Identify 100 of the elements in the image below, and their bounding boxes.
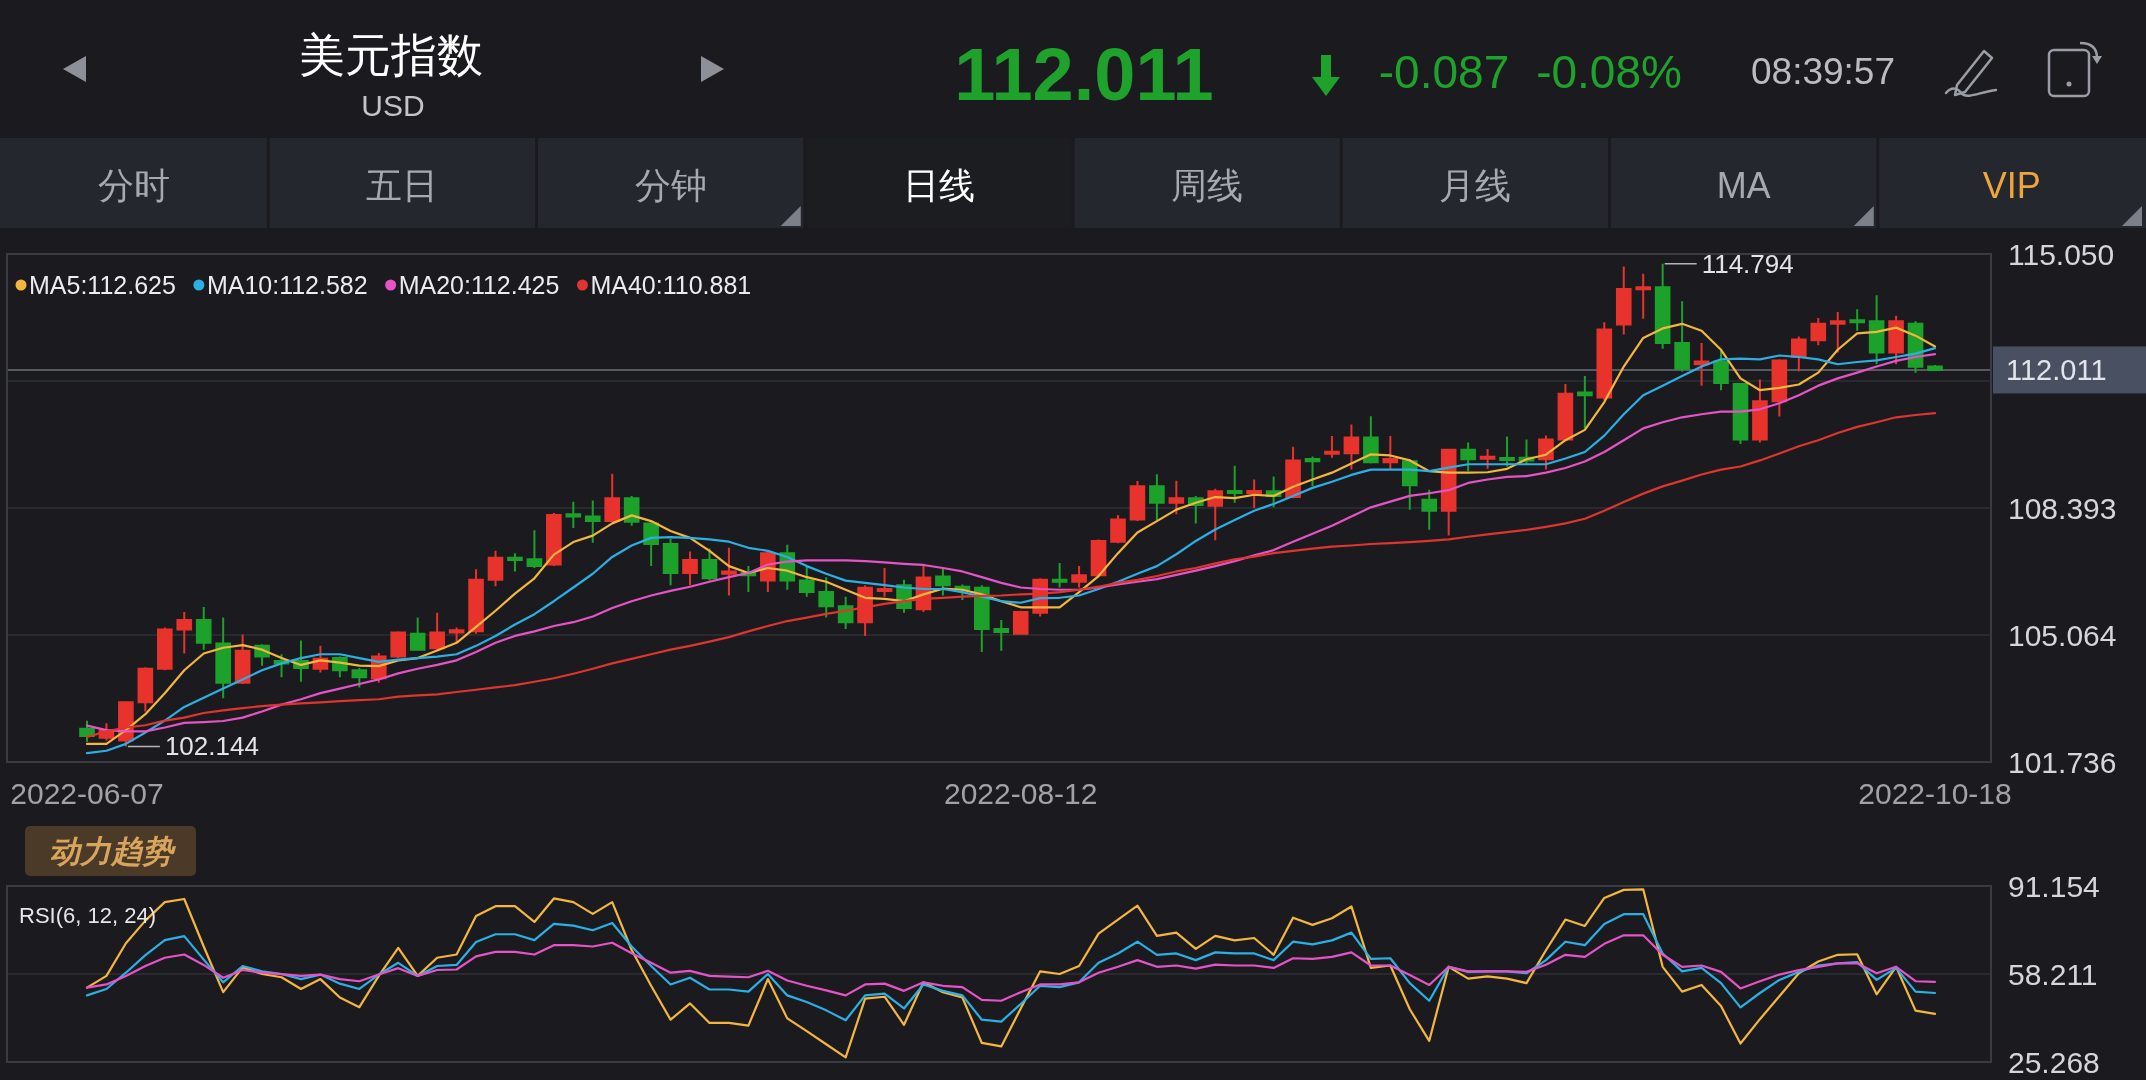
candlestick: [721, 546, 737, 597]
candlestick: [1149, 473, 1165, 521]
text: 五日: [366, 164, 439, 206]
candlestick: [137, 666, 154, 713]
x-tick-label: 2022-08-12: [943, 776, 1098, 810]
candlestick: [993, 618, 1010, 652]
candlestick: [157, 626, 173, 672]
legend-label: MA10:112.582: [206, 271, 368, 299]
text: 112.011: [954, 32, 1214, 116]
candlestick: [1868, 294, 1885, 366]
candlestick: [584, 499, 601, 544]
candlestick: [1752, 378, 1768, 444]
candlestick: [429, 611, 445, 651]
text: USD: [361, 88, 425, 122]
y-tick-label: 105.064: [2008, 618, 2117, 652]
candlestick: [409, 616, 426, 652]
candlestick: [1129, 480, 1146, 523]
candlestick: [526, 529, 543, 570]
candlestick: [79, 719, 95, 743]
candlestick: [546, 512, 562, 568]
candlestick: [565, 500, 582, 529]
text: 月线: [1439, 164, 1512, 206]
candlestick: [623, 494, 640, 527]
y-tick-label: 108.393: [2008, 491, 2117, 525]
candlestick: [662, 537, 679, 587]
y-tick-label: 25.268: [2008, 1045, 2100, 1079]
candlestick: [487, 549, 504, 588]
candlestick: [195, 605, 212, 651]
text: 动力趋势: [48, 833, 177, 869]
y-tick-label: 101.736: [2008, 745, 2117, 779]
text: -0.087: [1378, 46, 1510, 98]
candlestick: [1693, 341, 1710, 387]
candlestick: [351, 666, 368, 689]
x-tick-label: 2022-10-18: [1858, 776, 2012, 810]
candlestick: [1927, 364, 1943, 372]
candlestick: [798, 565, 815, 598]
candlestick: [1674, 300, 1690, 373]
candlestick: [604, 472, 621, 523]
candlestick: [682, 550, 698, 587]
text: 分钟: [634, 164, 707, 206]
candlestick: [1051, 562, 1068, 589]
candlestick: [1168, 479, 1185, 516]
candlestick: [935, 567, 951, 597]
candlestick: [1460, 441, 1476, 473]
legend-label: MA5:112.625: [29, 271, 176, 299]
y-tick-label: 115.050: [2008, 237, 2115, 271]
candlestick: [1090, 538, 1107, 579]
text: 日线: [902, 164, 975, 206]
candlestick: [1713, 349, 1729, 392]
candlestick: [1110, 513, 1126, 545]
candlestick: [1810, 317, 1827, 347]
candlestick: [1557, 383, 1574, 442]
candlestick: [1382, 435, 1399, 471]
candlestick: [1888, 314, 1904, 366]
line-series: [85, 888, 1937, 1059]
text: 周线: [1171, 164, 1244, 206]
text: VIP: [1982, 164, 2041, 206]
candlestick: [215, 616, 231, 700]
candlestick: [1324, 435, 1340, 459]
text: -0.08%: [1536, 46, 1682, 98]
candlestick: [1304, 455, 1321, 488]
candlestick: [876, 567, 893, 598]
candlestick: [1732, 382, 1749, 446]
candlestick: [1577, 375, 1593, 430]
candlestick: [468, 568, 484, 635]
y-tick-label: 58.211: [2008, 957, 2098, 991]
candlestick: [507, 552, 523, 573]
candlestick: [1071, 565, 1087, 589]
candlestick: [1363, 415, 1379, 465]
candlestick: [1421, 488, 1438, 531]
text: 美元指数: [299, 29, 483, 81]
candlestick: [1012, 609, 1029, 636]
candlestick: [1343, 423, 1360, 471]
y-tick-label: 91.154: [2008, 869, 2100, 903]
text: 分时: [98, 164, 171, 206]
candlestick: [1226, 464, 1243, 504]
candlestick: [1615, 265, 1632, 336]
candlestick: [390, 630, 407, 660]
candlestick: [448, 626, 465, 644]
candlestick: [1635, 272, 1652, 320]
candlestick: [818, 576, 835, 619]
candlestick: [857, 584, 873, 637]
candlestick: [1771, 358, 1788, 418]
x-tick-label: 2022-06-07: [10, 776, 164, 810]
annotation: 102.144: [164, 731, 259, 762]
legend-label: MA20:112.425: [398, 271, 560, 299]
candlestick: [1654, 262, 1671, 350]
candlestick: [234, 633, 251, 686]
candlestick: [1791, 335, 1807, 373]
candlestick: [1596, 321, 1613, 401]
annotation: 114.794: [1701, 248, 1794, 279]
ref-line-label: 112.011: [2006, 353, 2107, 386]
candlestick: [1499, 435, 1515, 468]
legend-label: MA40:110.881: [590, 271, 752, 299]
candlestick: [1829, 311, 1846, 354]
candlestick: [1246, 478, 1262, 510]
text: MA: [1716, 164, 1771, 206]
text: 08:39:57: [1750, 50, 1896, 92]
candlestick: [701, 547, 718, 582]
candlestick: [1849, 308, 1865, 332]
